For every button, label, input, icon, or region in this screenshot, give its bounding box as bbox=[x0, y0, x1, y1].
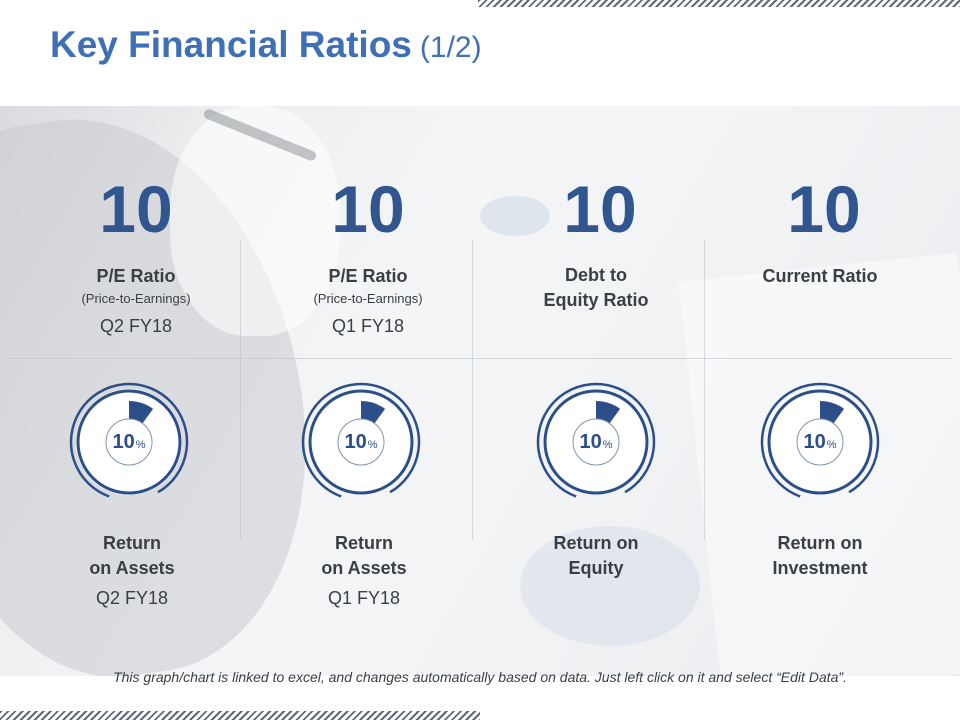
page-title-text: Key Financial Ratios bbox=[50, 24, 412, 65]
metric-value: 10 bbox=[787, 172, 861, 246]
gauge-ring-graphic bbox=[69, 382, 189, 498]
bottom-stripe-decoration bbox=[0, 711, 480, 720]
gauge-label: 10% bbox=[535, 381, 657, 503]
metric-subtitle: (Price-to-Earnings) bbox=[81, 291, 191, 306]
grid-divider bbox=[240, 240, 241, 540]
gauge-ring-graphic bbox=[301, 382, 421, 498]
gauge-title-line2: on Assets bbox=[89, 558, 175, 578]
gauge-value-segment bbox=[820, 401, 845, 424]
metric-value: 10 bbox=[563, 172, 637, 246]
background-photo bbox=[0, 106, 960, 676]
donut-gauge: 10% bbox=[535, 381, 657, 503]
gauge-value: 10 bbox=[579, 430, 602, 453]
page-title-suffix: (1/2) bbox=[419, 31, 482, 64]
metric-title-line2: Equity Ratio bbox=[543, 290, 649, 310]
gauge-title-line2: on Assets bbox=[321, 558, 407, 578]
grid-divider bbox=[704, 240, 705, 540]
gauge-ring bbox=[308, 389, 414, 495]
gauge-title-line1: Return on bbox=[553, 533, 639, 553]
metric-value: 10 bbox=[99, 172, 173, 246]
gauge-inner-circle bbox=[572, 418, 620, 466]
gauge-value-segment bbox=[596, 401, 621, 424]
gauge-title-line2: Equity bbox=[568, 558, 624, 578]
footer-note: This graph/chart is linked to excel, and… bbox=[113, 669, 847, 685]
gauge-ring bbox=[76, 389, 182, 495]
page-title: Key Financial Ratios (1/2) bbox=[50, 24, 482, 66]
metric-title: P/E Ratio bbox=[328, 266, 408, 286]
top-stripe-decoration bbox=[478, 0, 960, 7]
background-shape bbox=[170, 106, 340, 336]
gauge-outer-arc bbox=[760, 382, 880, 498]
metric-period: Q1 FY18 bbox=[331, 316, 405, 336]
grid-divider bbox=[8, 358, 952, 359]
gauge-unit: % bbox=[135, 438, 146, 451]
gauge-period: Q2 FY18 bbox=[95, 588, 169, 608]
gauge-label: 10% bbox=[759, 381, 881, 503]
gauge-value: 10 bbox=[803, 430, 826, 453]
gauge-outer-arc bbox=[69, 382, 189, 498]
donut-gauge: 10% bbox=[300, 381, 422, 503]
gauge-ring-graphic bbox=[536, 382, 656, 498]
gauge-unit: % bbox=[826, 438, 837, 451]
background-shape bbox=[520, 526, 700, 646]
gauge-title-line1: Return on bbox=[777, 533, 863, 553]
gauge-outer-arc bbox=[301, 382, 421, 498]
gauge-unit: % bbox=[602, 438, 613, 451]
metric-period: Q2 FY18 bbox=[99, 316, 173, 336]
gauge-period: Q1 FY18 bbox=[327, 588, 401, 608]
metric-value: 10 bbox=[331, 172, 405, 246]
gauge-value-segment bbox=[361, 401, 386, 424]
gauge-value-segment bbox=[129, 401, 154, 424]
gauge-inner-circle bbox=[796, 418, 844, 466]
gauge-value: 10 bbox=[344, 430, 367, 453]
metric-title: Current Ratio bbox=[762, 266, 878, 286]
gauge-label: 10% bbox=[300, 381, 422, 503]
gauge-unit: % bbox=[367, 438, 378, 451]
donut-gauge: 10% bbox=[68, 381, 190, 503]
gauge-inner-circle bbox=[337, 418, 385, 466]
gauge-label: 10% bbox=[68, 381, 190, 503]
gauge-ring bbox=[767, 389, 873, 495]
gauge-title-line1: Return bbox=[103, 533, 161, 553]
background-shape bbox=[480, 196, 550, 236]
gauge-value: 10 bbox=[112, 430, 135, 453]
gauge-title-line2: Investment bbox=[772, 558, 868, 578]
donut-gauge: 10% bbox=[759, 381, 881, 503]
metric-title: P/E Ratio bbox=[96, 266, 176, 286]
grid-divider bbox=[472, 240, 473, 540]
metric-title-line1: Debt to bbox=[565, 265, 627, 285]
gauge-inner-circle bbox=[105, 418, 153, 466]
metric-subtitle: (Price-to-Earnings) bbox=[313, 291, 423, 306]
gauge-outer-arc bbox=[536, 382, 656, 498]
gauge-ring bbox=[543, 389, 649, 495]
gauge-title-line1: Return bbox=[335, 533, 393, 553]
gauge-ring-graphic bbox=[760, 382, 880, 498]
